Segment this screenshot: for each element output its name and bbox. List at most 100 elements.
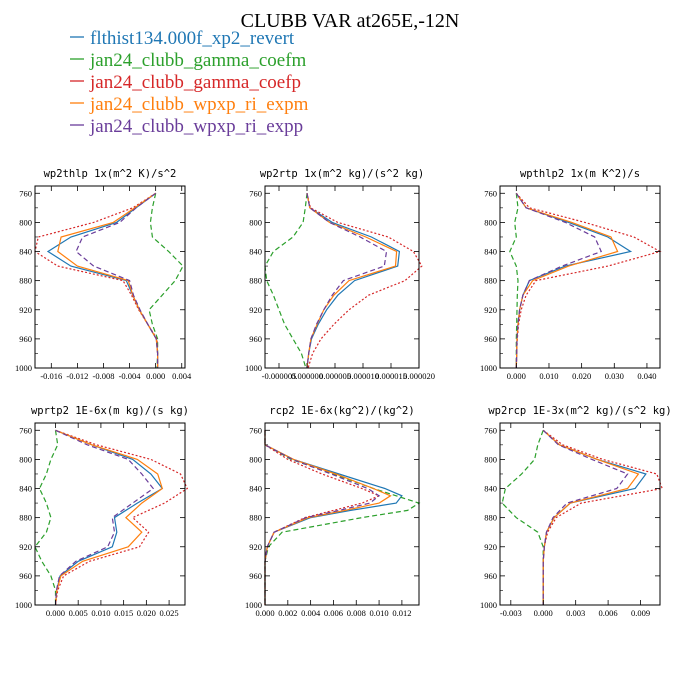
series-line [501,430,544,605]
x-tick-label: 0.015 [114,608,133,618]
legend-label: jan24_clubb_gamma_coefm [89,50,307,71]
x-tick-label: 0.000 [146,371,165,381]
y-tick-label: 960 [249,571,262,581]
y-tick-label: 840 [484,484,497,494]
series-line [148,193,184,369]
series-line [515,192,662,369]
panel-title: wp2rtp 1x(m^2 kg)/(s^2 kg) [260,168,424,180]
series-line [264,193,308,369]
series-line [54,429,155,606]
legend-label: jan24_clubb_gamma_coefp [89,72,301,93]
y-tick-label: 960 [249,334,262,344]
series-line [515,192,603,369]
y-tick-label: 1000 [15,363,32,373]
series-line [509,193,519,368]
chart-panel: wp2rcp 1E-3x(m^2 kg)/(s^2 kg) 760 800 840 88… [480,405,672,618]
x-tick-label: 0.000010 [347,371,379,381]
x-tick-label: 0.009 [631,608,650,618]
y-tick-label: 1000 [15,600,32,610]
x-tick-label: 0.004 [301,608,321,618]
plot-frame [264,185,420,369]
y-tick-label: 760 [249,188,262,198]
y-tick-label: 960 [484,334,497,344]
plot-frame [499,185,661,369]
plot-frame [499,422,661,606]
series-line [515,192,619,369]
chart-panel: wp2thlp 1x(m^2 K)/s^2 760 800 840 880 920 960 1… [15,168,192,381]
y-tick-label: 920 [249,305,262,315]
y-tick-label: 1000 [480,600,497,610]
x-tick-label: 0.020 [572,371,591,381]
plot-frame [34,185,186,369]
figure-title: CLUBB VAR at265E,-12N [241,10,460,32]
y-tick-label: 1000 [245,600,262,610]
x-tick-label: -0.008 [92,371,114,381]
x-tick-label: 0.000 [46,608,65,618]
y-tick-label: 920 [484,305,497,315]
y-tick-label: 840 [249,484,262,494]
series-line [306,193,398,369]
series-line [57,192,159,368]
series-line [306,193,423,369]
x-tick-label: 0.003 [566,608,585,618]
panel-title: wprtp2 1E-6x(m kg)/(s kg) [31,405,189,417]
y-tick-label: 880 [249,276,262,286]
y-tick-label: 880 [19,513,32,523]
series-line [54,429,164,606]
y-tick-label: 800 [249,217,262,227]
x-tick-label: 0.000000 [291,371,323,381]
x-tick-label: 0.012 [392,608,411,618]
y-tick-label: 840 [19,247,32,257]
x-tick-label: 0.005 [69,608,88,618]
x-tick-label: 0.040 [637,371,656,381]
y-tick-label: 880 [484,276,497,286]
series-line [542,429,664,605]
x-tick-label: 0.030 [605,371,624,381]
x-tick-label: 0.010 [370,608,389,618]
y-tick-label: 920 [484,542,497,552]
x-tick-label: 0.000005 [319,371,351,381]
x-tick-label: 0.025 [160,608,179,618]
y-tick-label: 760 [484,425,497,435]
panel-title: wp2rcp 1E-3x(m^2 kg)/(s^2 kg) [488,405,671,417]
legend-label: flthist134.000f_xp2_revert [90,28,295,49]
series-line [46,192,159,368]
x-tick-label: 0.020 [137,608,156,618]
x-tick-label: -0.004 [119,371,142,381]
x-tick-label: -0.012 [66,371,88,381]
chart-panel: wprtp2 1E-6x(m kg)/(s kg) 760 800 840 880 920… [15,405,189,618]
y-tick-label: 800 [19,454,32,464]
panel-title: rcp2 1E-6x(kg^2)/(kg^2) [269,405,414,417]
y-tick-label: 760 [19,425,32,435]
y-tick-label: 880 [19,276,32,286]
series-line [34,192,159,368]
x-tick-label: 0.002 [278,608,297,618]
series-line [306,193,388,369]
x-tick-label: 0.000 [534,608,553,618]
y-tick-label: 960 [484,571,497,581]
y-tick-label: 760 [484,188,497,198]
y-tick-label: 800 [484,217,497,227]
x-tick-label: 0.008 [347,608,366,618]
x-tick-label: 0.000015 [375,371,407,381]
y-tick-label: 920 [249,542,262,552]
x-tick-label: 0.000 [507,371,526,381]
x-tick-label: -0.003 [500,608,522,618]
x-tick-label: 0.004 [172,371,192,381]
x-tick-label: -0.016 [40,371,62,381]
y-tick-label: 880 [249,513,262,523]
chart-panel: wp2rtp 1x(m^2 kg)/(s^2 kg) 760 800 840 880 92… [245,168,435,381]
panels: wp2thlp 1x(m^2 K)/s^2 760 800 840 880 920 960 1… [15,168,672,618]
series-line [264,430,381,605]
series-line [542,429,640,605]
x-tick-label: -0.000005 [262,371,297,381]
series-line [264,430,381,605]
y-tick-label: 1000 [480,363,497,373]
y-tick-label: 800 [484,454,497,464]
plot-frame [264,422,420,606]
y-tick-label: 960 [19,571,32,581]
x-tick-label: 0.006 [324,608,343,618]
y-tick-label: 840 [484,247,497,257]
series-line [75,192,159,368]
